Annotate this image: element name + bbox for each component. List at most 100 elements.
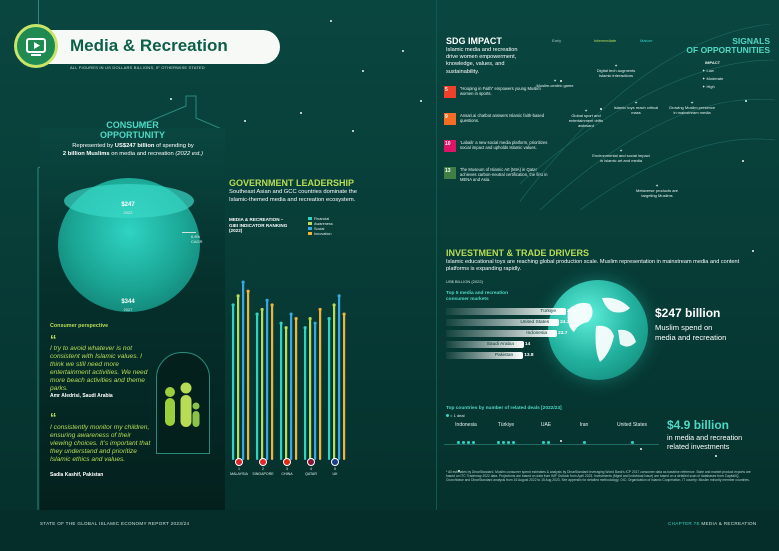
stage-early: Early <box>552 38 562 43</box>
sdg-goal-icon: 9 <box>444 113 456 125</box>
bar-uk-social <box>338 295 341 460</box>
deal-dot <box>507 441 510 444</box>
legend-swatch <box>308 217 312 220</box>
bar-china-awareness <box>285 327 288 460</box>
footer-bar <box>0 510 779 551</box>
country-name: CHINA <box>281 471 293 476</box>
signal-1: ✦ Digital tech augments Islamic interacti… <box>596 63 636 78</box>
bar-qatar-financial <box>304 327 307 460</box>
legend-swatch <box>308 222 312 225</box>
bar-cap <box>294 317 298 321</box>
bar-cap <box>246 289 250 293</box>
bar-cap <box>241 280 245 284</box>
market-bar: Saudi Arabia <box>446 341 524 348</box>
impact-high: ✦ High <box>702 84 715 89</box>
sdg-goal-number: 10 <box>445 141 451 147</box>
country-rank: 4 <box>310 467 312 471</box>
sdg-goal-number: 13 <box>445 168 451 174</box>
market-value: 14 <box>524 341 531 347</box>
flag-icon <box>259 458 267 466</box>
signal-7: ✦ Metaverse products are targeting Muslim… <box>635 183 679 198</box>
deal-dot <box>457 441 460 444</box>
bar-cap <box>289 312 293 316</box>
market-label: Türkiye <box>540 308 556 314</box>
consumer-perspective-label: Consumer perspective <box>50 323 109 329</box>
legend-item: Awareness <box>308 222 333 227</box>
deal-dots <box>484 431 528 449</box>
impact-label: IMPACT <box>705 60 721 65</box>
deal-dot <box>502 441 505 444</box>
footnote: * All estimates by DinarStandard. Muslim… <box>446 470 751 483</box>
country-name: MALAYSIA <box>230 471 248 476</box>
flag-icon <box>331 458 339 466</box>
stage-mature: Mature <box>640 38 653 43</box>
deal-country-name: Indonesia <box>455 422 477 428</box>
bar-cap <box>337 294 341 298</box>
bar-cap <box>318 307 322 312</box>
spend-value: $247 billion <box>655 306 721 320</box>
bar-cap <box>260 307 264 312</box>
bar-cap <box>342 312 346 316</box>
bar-singapore-awareness <box>261 309 264 460</box>
markets-title: Top 5 media and recreation consumer mark… <box>446 291 509 302</box>
country-qatar: 4 QATAR <box>298 458 324 476</box>
bar-cap <box>231 303 235 307</box>
investment-unit: US$ BILLION (2022) <box>446 279 483 284</box>
gov-text: Southeast Asian and GCC countries domina… <box>229 189 357 203</box>
giei-ranking-chart <box>231 280 346 460</box>
page-title: Media & Recreation <box>70 36 228 55</box>
gov-chart-title: MEDIA & RECREATION – GIEI INDICATOR RANK… <box>229 217 288 234</box>
circle-top <box>64 184 194 218</box>
title-bar <box>18 30 280 64</box>
deal-country: Türkiye <box>484 422 528 449</box>
country-rank: 5 <box>334 467 336 471</box>
legend-item: Social <box>308 227 333 232</box>
sdg-goal-icon: 5 <box>444 86 456 98</box>
top-markets-bars: Türkiye 26.3 United States 24.3 Indonesia 23.… <box>446 308 576 368</box>
bar-singapore-innovation <box>271 304 274 460</box>
deal-dot <box>542 441 545 444</box>
value-2022: $247 <box>121 202 135 208</box>
deal-country-name: UAE <box>540 422 552 428</box>
legend-label: Awareness <box>314 222 333 226</box>
country-rank: 1 <box>238 467 240 471</box>
quote-mark-icon: “ <box>50 410 57 425</box>
sdg-goal-number: 5 <box>445 87 448 93</box>
quote-2: I consistently monitor my children, ensu… <box>50 424 151 463</box>
bar-singapore-social <box>266 300 269 460</box>
sdg-goal-number: 9 <box>445 114 448 120</box>
bar-cap <box>236 294 240 298</box>
value-2027: $344 <box>121 299 135 305</box>
sdg-item-text: “Hooping in Faith” empowers young Muslim… <box>460 86 541 97</box>
legend-label: Financial <box>314 217 330 221</box>
bar-china-innovation <box>295 318 298 460</box>
market-value: 24.3 <box>560 319 570 325</box>
country-singapore: 2 SINGAPORE <box>250 458 276 476</box>
deals-chart: Indonesia Türkiye UAE Iran United States <box>444 422 664 452</box>
year-2027: 2027 <box>123 307 133 312</box>
deal-dot <box>547 441 550 444</box>
legend-item: Financial <box>308 217 333 222</box>
sdg-item-text: Ansari.ai chatbot answers Islamic faith-… <box>460 113 545 124</box>
cagr-line <box>182 232 196 233</box>
bar-qatar-awareness <box>309 318 312 460</box>
country-uk: 5 UK <box>322 458 348 476</box>
frame-line <box>38 0 39 30</box>
deal-country-name: Türkiye <box>497 422 515 428</box>
flag-icon <box>235 458 243 466</box>
legend-label: Social <box>314 227 325 231</box>
bar-malaysia-innovation <box>247 291 250 460</box>
stage-intermediate: Intermediate <box>594 38 617 43</box>
investment-heading: INVESTMENT & TRADE DRIVERS <box>446 248 590 258</box>
market-bar: Türkiye <box>446 308 566 315</box>
bar-china-financial <box>280 323 283 460</box>
market-bar: United States <box>446 319 560 326</box>
bar-cap <box>327 317 331 321</box>
market-label: Pakistan <box>494 352 514 358</box>
deals-baseline <box>444 444 659 445</box>
country-malaysia: 1 MALAYSIA <box>226 458 252 476</box>
year-2022: 2022 <box>123 210 133 215</box>
country-name: UK <box>332 471 338 476</box>
country-rank: 2 <box>262 467 264 471</box>
bar-uk-innovation <box>343 314 346 460</box>
